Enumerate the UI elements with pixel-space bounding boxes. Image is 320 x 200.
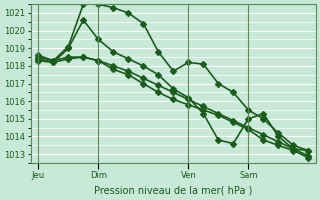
X-axis label: Pression niveau de la mer( hPa ): Pression niveau de la mer( hPa ): [94, 186, 252, 196]
